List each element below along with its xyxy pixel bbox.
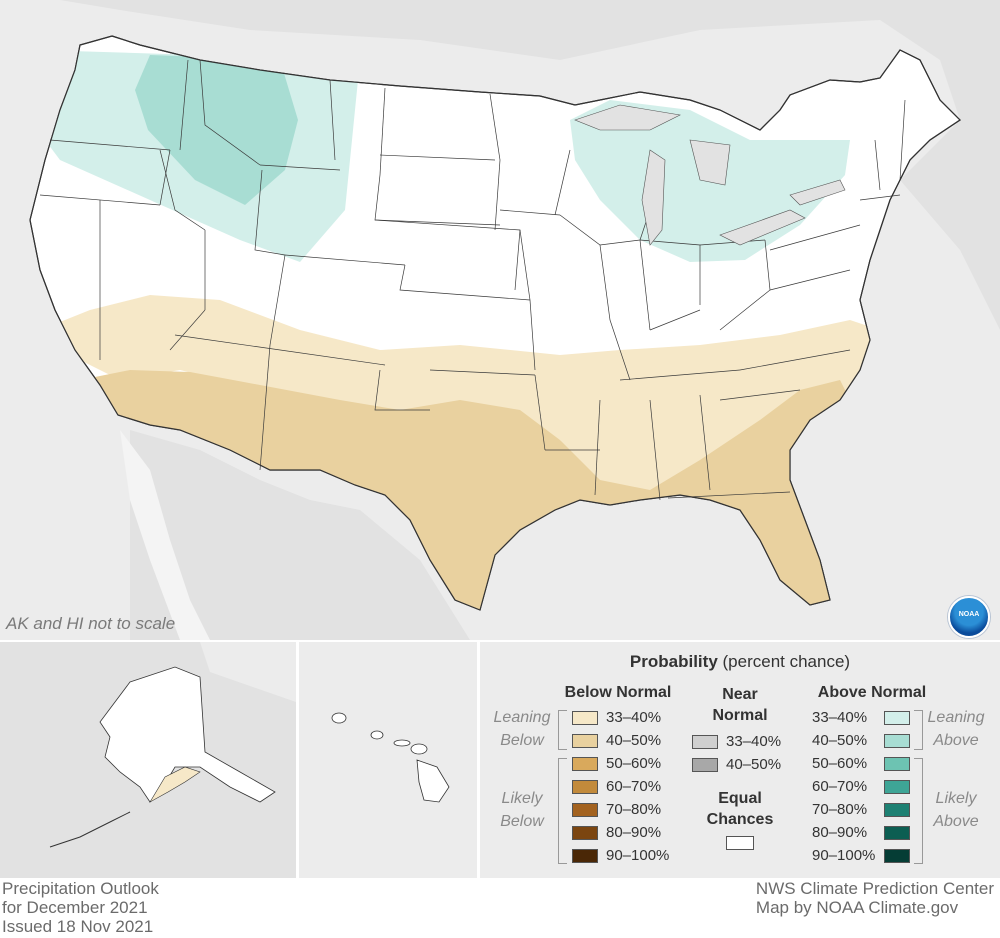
likely-above-bracket xyxy=(914,758,923,864)
outlook-title: Precipitation Outlook xyxy=(2,879,159,898)
likely-below-label-1: Likely xyxy=(501,790,543,807)
near-normal-swatch xyxy=(692,735,718,749)
leaning-above-bracket xyxy=(914,710,923,750)
above-normal-40-50-northwest xyxy=(135,55,298,205)
below-normal-heading: Below Normal xyxy=(564,684,672,701)
above-normal-swatch xyxy=(884,780,910,794)
baja-peninsula xyxy=(120,430,210,640)
leaning-below-label-2: Below xyxy=(500,732,544,749)
above-normal-label: 90–100% xyxy=(812,847,876,864)
great-lakes xyxy=(574,104,846,246)
below-normal-swatch xyxy=(572,780,598,794)
above-normal-swatch xyxy=(884,734,910,748)
below-normal-swatch xyxy=(572,803,598,817)
near-normal-label: 33–40% xyxy=(726,733,782,750)
outlook-info: Precipitation Outlook for December 2021 … xyxy=(2,879,159,936)
near-normal-label: 40–50% xyxy=(726,756,782,773)
near-normal-heading-1: Near xyxy=(722,686,758,703)
above-normal-swatch xyxy=(884,803,910,817)
state-boundaries xyxy=(39,59,906,501)
leaning-above-label-2: Above xyxy=(933,732,979,749)
below-normal-label: 50–60% xyxy=(606,755,662,772)
aleutian-islands xyxy=(49,811,131,848)
near-normal-heading-2: Normal xyxy=(712,707,768,724)
below-normal-swatch xyxy=(572,826,598,840)
below-normal-swatch xyxy=(572,849,598,863)
mexico-land xyxy=(130,430,470,640)
likely-below-bracket xyxy=(558,758,567,864)
below-normal-swatch xyxy=(572,734,598,748)
above-normal-label: 50–60% xyxy=(812,755,868,772)
credit-cpc: NWS Climate Prediction Center xyxy=(755,879,994,898)
hawaii-islands xyxy=(331,712,450,803)
below-normal-label: 80–90% xyxy=(606,824,662,841)
credit-climate-gov: Map by NOAA Climate.gov xyxy=(755,898,959,917)
equal-chances-heading-2: Chances xyxy=(706,811,774,828)
canada-land xyxy=(60,0,1000,330)
below-normal-label: 90–100% xyxy=(606,847,670,864)
below-normal-swatch xyxy=(572,711,598,725)
near-normal-heading: Near Normal xyxy=(690,684,790,726)
equal-chances-heading-1: Equal xyxy=(718,790,762,807)
equal-chances-swatch xyxy=(726,836,754,850)
conus-map-svg xyxy=(29,0,1000,640)
above-normal-label: 80–90% xyxy=(812,824,868,841)
near-normal-swatch xyxy=(692,758,718,772)
below-normal-label: 60–70% xyxy=(606,778,662,795)
likely-below-label-2: Below xyxy=(500,813,544,830)
likely-above-label-2: Above xyxy=(933,813,979,830)
likely-above-label: Likely Above xyxy=(916,787,996,833)
leaning-above-label: Leaning Above xyxy=(916,706,996,752)
likely-below-label: Likely Below xyxy=(482,787,562,833)
above-normal-label: 70–80% xyxy=(812,801,868,818)
noaa-logo-text: NOAA xyxy=(958,611,980,618)
leaning-below-label: Leaning Below xyxy=(482,706,562,752)
alaska-land xyxy=(99,666,276,803)
alaska-below-normal-area xyxy=(149,766,201,803)
below-normal-label: 40–50% xyxy=(606,732,662,749)
above-normal-swatch xyxy=(884,849,910,863)
outlook-period: for December 2021 xyxy=(2,898,148,917)
leaning-below-bracket xyxy=(558,710,567,750)
below-normal-label: 33–40% xyxy=(606,709,662,726)
above-normal-label: 33–40% xyxy=(812,709,868,726)
above-normal-label: 40–50% xyxy=(812,732,868,749)
below-normal-33-40-south xyxy=(40,295,880,500)
legend: Probability (percent chance) Below Norma… xyxy=(480,642,1000,878)
equal-chances-heading: Equal Chances xyxy=(690,788,790,830)
likely-above-label-1: Likely xyxy=(935,790,977,807)
below-normal-label: 70–80% xyxy=(606,801,662,818)
above-normal-swatch xyxy=(884,757,910,771)
outlook-issued: Issued 18 Nov 2021 xyxy=(2,917,154,936)
scale-note: AK and HI not to scale xyxy=(6,614,176,633)
leaning-above-label-1: Leaning xyxy=(927,709,985,726)
above-normal-heading: Above Normal xyxy=(817,684,927,701)
legend-title-rest: (percent chance) xyxy=(717,652,851,671)
below-normal-swatch xyxy=(572,757,598,771)
conus-map: AK and HI not to scale NOAA xyxy=(0,0,1000,640)
above-normal-label: 60–70% xyxy=(812,778,868,795)
hawaii-inset xyxy=(299,642,477,878)
alaska-svg xyxy=(0,642,296,878)
legend-title-bold: Probability xyxy=(629,652,718,671)
noaa-logo: NOAA xyxy=(948,596,990,638)
legend-title: Probability (percent chance) xyxy=(480,652,1000,672)
leaning-below-label-1: Leaning xyxy=(493,709,551,726)
above-normal-swatch xyxy=(884,826,910,840)
above-normal-swatch xyxy=(884,711,910,725)
alaska-inset xyxy=(0,642,296,878)
credits: NWS Climate Prediction Center Map by NOA… xyxy=(756,879,994,917)
hawaii-svg xyxy=(331,712,450,803)
